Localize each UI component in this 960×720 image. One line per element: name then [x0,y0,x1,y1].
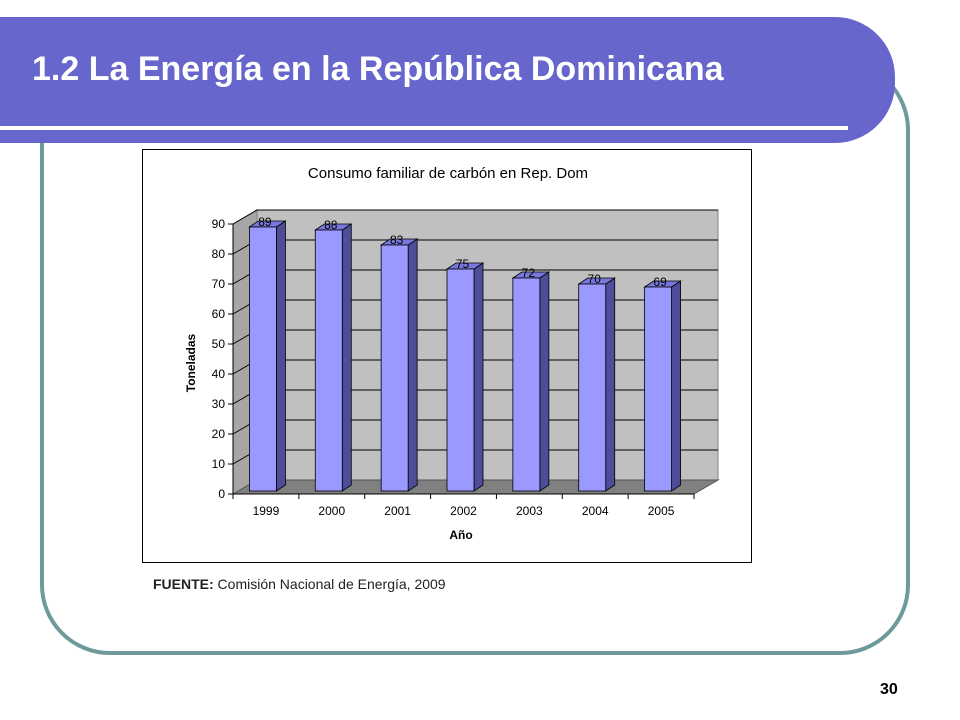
title-banner [0,17,895,143]
bar-side [276,220,286,492]
bar-side [341,223,352,492]
y-tick-label: 80 [212,247,226,261]
slide-title: 1.2 La Energía en la República Dominican… [32,50,724,88]
source-text: Comisión Nacional de Energía, 2009 [213,576,446,592]
bar [446,268,475,492]
source-note: FUENTE: Comisión Nacional de Energía, 20… [153,576,446,592]
x-tick-label: 2001 [384,504,411,518]
x-tick-label: 1999 [253,504,280,518]
bar [380,244,409,492]
bar-side [539,271,550,492]
bar-side [473,262,484,492]
x-tick-label: 2004 [582,504,609,518]
source-label: FUENTE: [153,576,214,592]
chart-title: Consumo familiar de carbón en Rep. Dom [308,165,588,182]
x-tick-label: 2002 [450,504,477,518]
bar [512,277,541,492]
y-axis-label: Toneladas [184,333,198,392]
title-underline [0,126,848,130]
bar-side [605,277,616,492]
gridline [232,209,718,225]
x-tick-label: 2003 [516,504,543,518]
bar [314,229,343,492]
x-tick-label: 2000 [318,504,345,518]
y-tick-label: 90 [212,217,226,231]
bar [644,286,672,492]
bar [249,226,277,492]
bar-side [671,280,681,492]
y-tick-label: 20 [212,427,226,441]
page-number: 30 [880,681,898,698]
data-label: 72 [522,266,536,280]
y-tick-label: 60 [212,307,226,321]
bar-chart: Consumo familiar de carbón en Rep. Dom T… [184,165,720,542]
data-label: 70 [588,272,602,286]
bar-side [407,238,418,492]
data-label: 83 [390,233,404,247]
y-tick-label: 50 [212,337,226,351]
x-tick-label: 2005 [648,504,675,518]
bar [578,283,607,492]
data-label: 89 [258,215,272,229]
x-axis-label: Año [449,528,472,542]
chart-container: Consumo familiar de carbón en Rep. Dom T… [142,149,752,563]
plot-area: 0 10 20 30 40 50 60 70 80 90 89 1999 88 2000 83 2001 75 2… [212,209,720,518]
y-tick-label: 30 [212,397,226,411]
y-tick-label: 10 [212,457,226,471]
y-tick-label: 70 [212,277,226,291]
y-tick-label: 40 [212,367,226,381]
data-label: 75 [456,257,470,271]
data-label: 69 [653,275,667,289]
y-tick-label: 0 [218,487,225,501]
data-label: 88 [324,218,338,232]
